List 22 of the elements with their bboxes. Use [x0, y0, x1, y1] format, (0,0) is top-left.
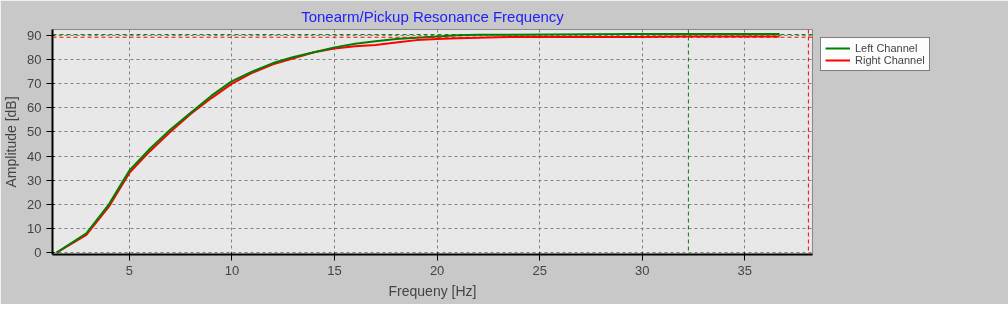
x-tick-label: 5 [125, 262, 134, 278]
y-tick-label: 50 [27, 124, 42, 140]
y-tick-label: 20 [27, 196, 42, 212]
x-tick-label: 15 [327, 262, 342, 278]
y-tick-label: 60 [27, 100, 42, 116]
x-tick-label: 20 [429, 262, 445, 278]
x-tick-label: 10 [224, 262, 240, 278]
x-axis-title: Frequeny [Hz] [388, 282, 477, 299]
y-tick-label: 70 [27, 76, 42, 92]
legend-label: Left Channel [855, 42, 918, 54]
x-tick-label: 35 [737, 262, 753, 278]
y-tick-label: 0 [34, 245, 42, 261]
y-tick-label: 80 [27, 51, 42, 67]
y-tick-label: 10 [27, 220, 42, 236]
y-axis-title: Amplitude [dB] [3, 96, 20, 188]
y-tick-label: 40 [27, 148, 42, 164]
y-tick-label: 30 [27, 172, 42, 188]
legend-label: Right Channel [855, 54, 925, 66]
x-tick-label: 25 [532, 262, 547, 278]
x-tick-label: 30 [635, 262, 650, 278]
chart-title: Tonearm/Pickup Resonance Frequency [301, 7, 565, 25]
y-tick-label: 90 [27, 27, 42, 43]
